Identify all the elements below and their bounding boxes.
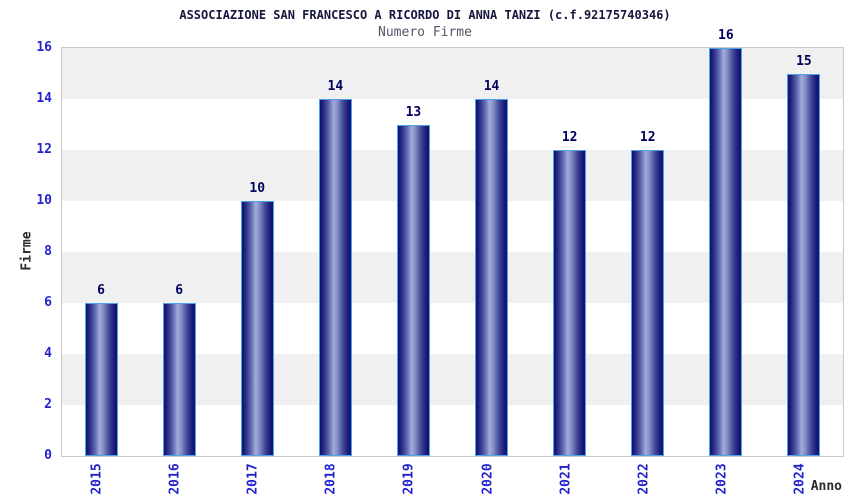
bar-2021: [553, 150, 587, 456]
x-tick-label: 2018: [323, 463, 339, 495]
bar-2023: [709, 48, 743, 456]
bar-value-label: 13: [405, 104, 422, 120]
x-tick-label: 2015: [89, 463, 105, 495]
y-tick-label: 16: [36, 40, 52, 55]
x-tick-label: 2021: [558, 463, 574, 495]
y-tick-label: 8: [44, 244, 52, 259]
bar-value-label: 6: [175, 283, 184, 298]
x-tick-label: 2017: [245, 463, 261, 495]
bar-value-label: 12: [561, 130, 578, 145]
bar-value-label: 6: [97, 283, 105, 298]
plot-area: 6 6 10 14 13 14 12 12 16 15: [61, 29, 844, 457]
bar-2020: [475, 99, 509, 456]
x-tick-label: 2019: [401, 463, 417, 495]
bar-2017: [240, 201, 274, 456]
bar-value-label: 12: [639, 130, 656, 145]
x-tick-label: 2020: [480, 463, 496, 495]
y-tick-label: 6: [44, 295, 52, 310]
x-tick-label: 2022: [636, 463, 652, 495]
bar-value-label: 16: [718, 28, 734, 43]
y-tick-label: 12: [36, 142, 52, 157]
y-tick-label: 10: [36, 193, 52, 208]
x-tick-label: 2016: [167, 463, 183, 495]
bar-value-label: 14: [327, 79, 344, 94]
x-tick-label: 2024: [792, 463, 808, 495]
bar-2016: [162, 303, 196, 456]
chart-title: ASSOCIAZIONE SAN FRANCESCO A RICORDO DI …: [179, 8, 671, 22]
bar-2022: [631, 150, 665, 456]
bar-value-label: 15: [796, 53, 812, 69]
y-tick-label: 14: [36, 91, 52, 106]
y-tick-label: 2: [44, 397, 52, 412]
bar-2019: [396, 124, 430, 456]
y-tick-label: 4: [44, 346, 52, 361]
x-axis-label: Anno: [810, 479, 842, 494]
y-tick-label: 0: [44, 448, 52, 463]
bar-value-label: 10: [249, 181, 266, 196]
x-tick-label: 2023: [714, 463, 730, 495]
bar-value-label: 14: [483, 79, 500, 94]
bar-2015: [84, 303, 118, 456]
bar-2018: [318, 99, 352, 456]
bar-2024: [787, 73, 821, 456]
chart-subtitle: Numero Firme: [378, 25, 472, 40]
